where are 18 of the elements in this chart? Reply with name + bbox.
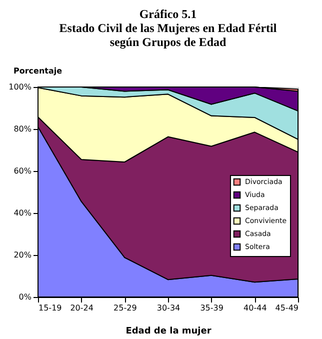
- x-tick-label: 45-49: [275, 304, 298, 312]
- x-tick-label: 30-34: [156, 304, 180, 312]
- x-tick-label: 35-39: [200, 304, 224, 312]
- text: Gráfico 5.1: [139, 7, 197, 21]
- x-tick-label: 25-29: [114, 304, 137, 312]
- y-tick-label: 40%: [14, 208, 32, 218]
- y-axis-title: Porcentaje: [14, 66, 63, 76]
- y-tick-label: 100%: [8, 82, 32, 92]
- x-axis-title: Edad de la mujer: [126, 326, 212, 336]
- x-tick-label: 20-24: [70, 304, 94, 312]
- text: Estado Civil de las Mujeres en Edad Fértil: [59, 21, 277, 35]
- y-tick-label: 80%: [14, 124, 32, 134]
- y-tick-label: 60%: [14, 166, 32, 176]
- x-tick-label: 40-44: [244, 304, 267, 312]
- y-tick-label: 20%: [14, 250, 32, 260]
- text: según Grupos de Edad: [110, 35, 226, 49]
- x-tick-label: 15-19: [38, 304, 62, 312]
- y-tick-label: 0%: [18, 292, 32, 302]
